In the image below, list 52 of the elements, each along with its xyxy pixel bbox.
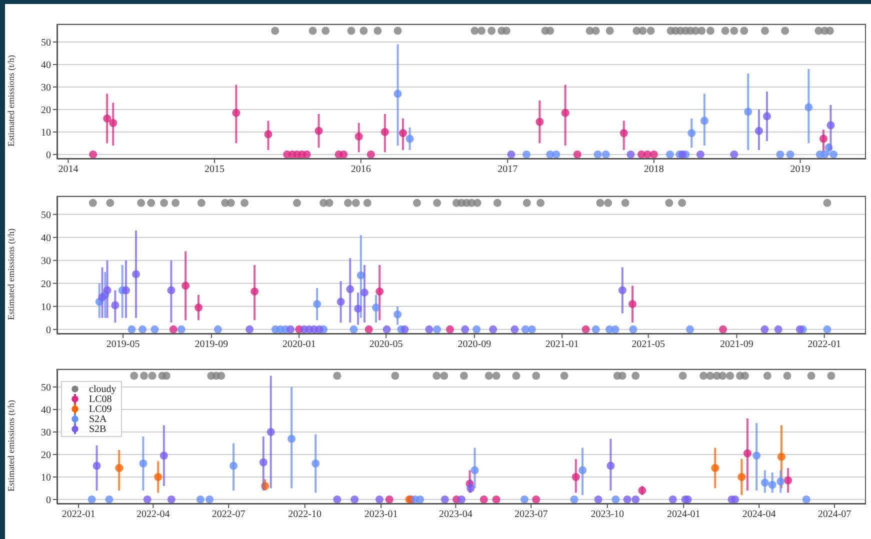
y-axis-title: Estimated emissions (t/h) xyxy=(6,228,16,320)
y-tick-label: 30 xyxy=(41,428,51,439)
x-tick-label: 2024-07 xyxy=(818,509,852,520)
y-axis-title: Estimated emissions (t/h) xyxy=(6,400,16,492)
y-tick-label: 40 xyxy=(41,232,51,244)
x-tick-label: 2021-01 xyxy=(545,339,579,350)
y-tick-label: 10 xyxy=(41,472,51,484)
y-tick-label: 0 xyxy=(46,495,51,506)
legend-label: cloudy xyxy=(89,384,116,394)
x-tick-label: 2022-01 xyxy=(808,339,841,350)
y-tick-label: 50 xyxy=(41,38,51,49)
legend-label: S2A xyxy=(89,414,107,424)
x-tick-label: 2022-10 xyxy=(288,509,322,520)
x-tick-label: 2022-01 xyxy=(62,509,96,520)
y-tick-label: 10 xyxy=(41,302,51,313)
y-tick-label: 40 xyxy=(41,405,51,416)
y-axis-title: Estimated emissions (t/h) xyxy=(6,55,16,146)
x-tick-label: 2018 xyxy=(644,164,664,176)
x-tick-label: 2023-04 xyxy=(439,509,472,520)
y-tick-label: 40 xyxy=(41,60,51,72)
x-tick-label: 2023-10 xyxy=(590,509,624,520)
y-tick-label: 20 xyxy=(41,105,51,116)
x-tick-label: 2023-07 xyxy=(514,509,548,520)
x-tick-label: 2014 xyxy=(58,164,78,176)
x-tick-label: 2022-04 xyxy=(136,509,170,520)
x-tick-label: 2019-09 xyxy=(194,339,228,350)
x-tick-label: 2021-09 xyxy=(720,339,754,350)
legend-label: LC08 xyxy=(89,394,112,404)
x-tick-label: 2022-07 xyxy=(212,509,246,520)
x-tick-label: 2017 xyxy=(498,164,518,176)
x-tick-label: 2020-01 xyxy=(282,339,316,350)
x-tick-label: 2024-01 xyxy=(666,509,700,520)
x-tick-label: 2019 xyxy=(790,164,810,176)
x-tick-label: 2021-05 xyxy=(632,339,665,350)
x-tick-label: 2015 xyxy=(204,164,225,176)
y-tick-label: 50 xyxy=(41,210,51,221)
x-tick-label: 2024-04 xyxy=(742,509,776,520)
y-tick-label: 20 xyxy=(41,278,51,290)
x-tick-label: 2019-05 xyxy=(106,339,140,350)
legend-label: LC09 xyxy=(89,404,112,414)
y-tick-label: 20 xyxy=(41,450,51,462)
x-tick-label: 2020-05 xyxy=(369,339,403,350)
x-tick-label: 2020-09 xyxy=(458,339,492,350)
y-tick-label: 10 xyxy=(41,128,51,139)
x-tick-label: 2016 xyxy=(350,164,371,176)
y-tick-label: 30 xyxy=(41,256,51,267)
y-tick-label: 0 xyxy=(46,324,51,336)
y-tick-label: 0 xyxy=(46,150,51,162)
x-tick-label: 2023-01 xyxy=(364,509,398,520)
legend-label: S2B xyxy=(89,424,106,434)
y-tick-label: 50 xyxy=(41,382,51,394)
y-tick-label: 30 xyxy=(41,82,51,94)
